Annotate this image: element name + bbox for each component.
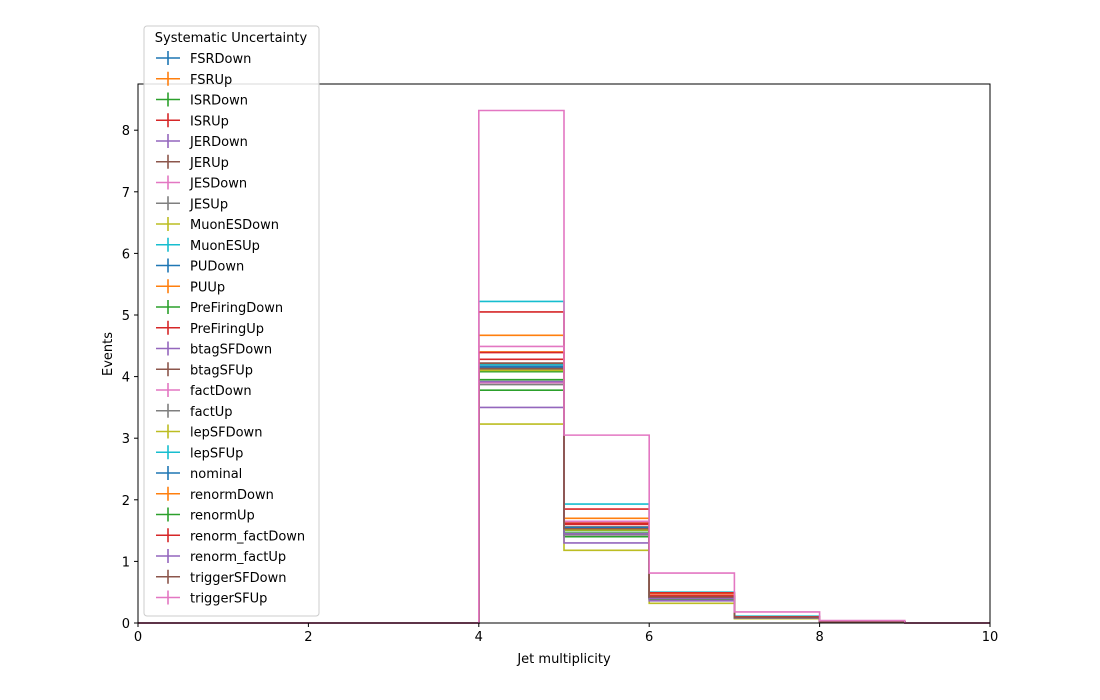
legend-entry-renorm_factDown: renorm_factDown [156, 528, 305, 544]
x-tick-label: 8 [815, 630, 823, 645]
legend-label: JERDown [189, 135, 248, 150]
legend-label: factDown [190, 384, 252, 399]
legend-entry-PreFiringUp: PreFiringUp [156, 320, 264, 337]
legend-label: lepSFUp [190, 446, 243, 461]
x-axis-label: Jet multiplicity [516, 652, 611, 667]
x-tick-label: 6 [645, 630, 653, 645]
x-tick-label: 10 [982, 630, 999, 645]
x-tick-label: 2 [304, 630, 312, 645]
legend-entry-lepSFUp: lepSFUp [156, 445, 243, 461]
legend-entry-btagSFDown: btagSFDown [156, 341, 272, 358]
y-tick-label: 4 [122, 371, 130, 386]
legend-entry-MuonESDown: MuonESDown [156, 217, 279, 233]
legend-entry-factDown: factDown [156, 383, 252, 399]
legend-label: JESDown [189, 177, 247, 192]
legend-label: JERUp [189, 156, 229, 171]
y-tick-label: 0 [122, 617, 130, 632]
legend-label: MuonESDown [190, 218, 279, 233]
legend-box [143, 25, 320, 617]
legend-label: renorm_factDown [190, 529, 305, 544]
legend-label: JESUp [189, 197, 228, 212]
legend-items: FSRDown FSRUp ISRDown ISRUp JERDown JERUp JESD… [156, 51, 305, 607]
legend-entry-PUDown: PUDown [156, 258, 244, 275]
legend-label: FSRDown [190, 52, 251, 67]
legend-label: renormUp [190, 509, 255, 524]
legend-entry-FSRDown: FSRDown [156, 51, 251, 67]
legend-entry-renorm_factUp: renorm_factUp [156, 549, 286, 565]
y-tick-label: 1 [122, 555, 130, 570]
legend-label: factUp [190, 405, 233, 420]
legend-label: renormDown [190, 488, 274, 503]
legend-entry-FSRUp: FSRUp [156, 71, 232, 88]
legend-label: triggerSFDown [190, 571, 286, 586]
legend-label: btagSFUp [190, 363, 253, 378]
legend-label: PUUp [190, 280, 225, 295]
y-tick-label: 3 [122, 432, 130, 447]
legend-entry-lepSFDown: lepSFDown [156, 424, 262, 441]
legend-entry-triggerSFDown: triggerSFDown [156, 569, 286, 586]
legend-entry-factUp: factUp [156, 403, 233, 420]
legend-entry-ISRDown: ISRDown [156, 92, 248, 109]
legend-label: PreFiringUp [190, 322, 264, 337]
legend-title: Systematic Uncertainty [155, 31, 308, 46]
plot-frame [137, 83, 991, 624]
y-axis-label: Events [101, 332, 116, 376]
legend-entry-MuonESUp: MuonESUp [156, 237, 260, 254]
legend-label: FSRUp [190, 73, 232, 88]
legend-entry-triggerSFUp: triggerSFUp [156, 590, 267, 607]
x-tick-label: 0 [134, 630, 142, 645]
y-axis: 0 1 2 3 4 5 6 7 8 [122, 124, 138, 632]
y-tick-label: 6 [122, 247, 130, 262]
legend-entry-JESUp: JESUp [156, 196, 228, 212]
legend-entry-PUUp: PUUp [156, 279, 225, 295]
legend-label: ISRUp [190, 114, 229, 129]
legend-entry-renormUp: renormUp [156, 507, 255, 524]
legend-label: nominal [190, 467, 242, 482]
legend-label: ISRDown [190, 94, 248, 109]
legend-entry-renormDown: renormDown [156, 486, 274, 503]
legend-label: triggerSFUp [190, 592, 267, 607]
x-tick-label: 4 [475, 630, 483, 645]
legend-entry-PreFiringDown: PreFiringDown [156, 300, 283, 316]
y-tick-label: 2 [122, 494, 130, 509]
x-axis: 0 2 4 6 8 10 [134, 623, 998, 645]
legend-label: lepSFDown [190, 426, 262, 441]
legend-entry-nominal: nominal [156, 466, 242, 482]
legend-entry-JERUp: JERUp [156, 154, 229, 171]
legend-label: PUDown [190, 260, 244, 275]
y-tick-label: 8 [122, 124, 130, 139]
legend: Systematic Uncertainty FSRDown FSRUp ISRDo… [143, 25, 320, 617]
y-tick-label: 5 [122, 309, 130, 324]
legend-entry-ISRUp: ISRUp [156, 113, 229, 129]
legend-entry-JERDown: JERDown [156, 134, 248, 150]
legend-entry-btagSFUp: btagSFUp [156, 362, 253, 378]
legend-label: renorm_factUp [190, 550, 286, 565]
legend-label: MuonESUp [190, 239, 260, 254]
legend-label: PreFiringDown [190, 301, 283, 316]
legend-entry-JESDown: JESDown [156, 175, 247, 192]
legend-label: btagSFDown [190, 343, 272, 358]
y-tick-label: 7 [122, 186, 130, 201]
